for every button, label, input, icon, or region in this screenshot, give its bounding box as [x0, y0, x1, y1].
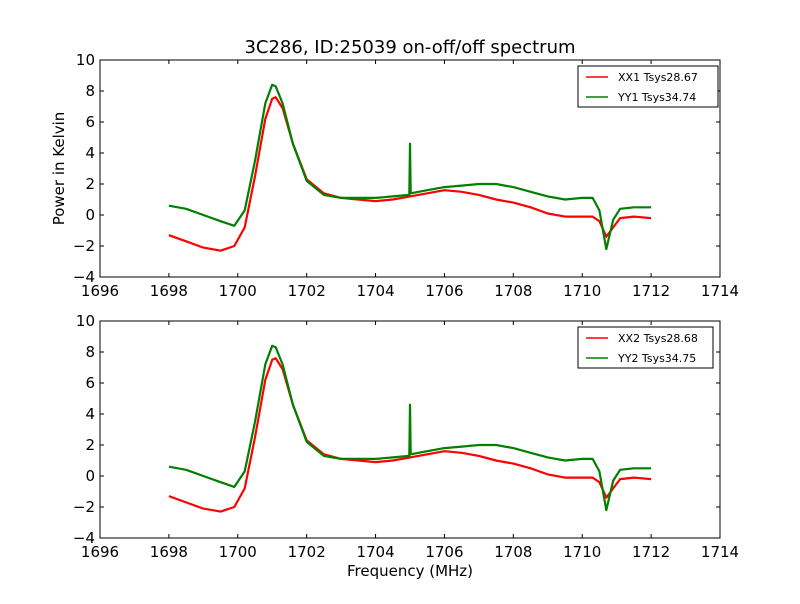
legend-box — [577, 326, 714, 369]
y-tick-label: 0 — [85, 206, 95, 224]
y-tick-label: 6 — [85, 374, 95, 392]
x-tick-label: 1700 — [219, 543, 257, 561]
x-tick-label: 1700 — [219, 282, 257, 300]
x-tick-label: 1708 — [494, 543, 532, 561]
y-tick-label: 10 — [76, 312, 95, 330]
y-axis-label: Power in Kelvin — [50, 112, 68, 226]
y-tick-label: 0 — [85, 467, 95, 485]
x-tick-label: 1712 — [632, 282, 670, 300]
x-tick-label: 1696 — [81, 543, 119, 561]
series-line-yy-2 — [168, 344, 652, 512]
x-tick-label: 1714 — [701, 543, 739, 561]
x-tick-label: 1710 — [563, 282, 601, 300]
axes-frame — [99, 59, 721, 278]
x-tick-label: 1698 — [150, 282, 188, 300]
series-line-xx-2 — [168, 357, 652, 513]
y-tick-label: 8 — [85, 82, 95, 100]
x-tick-label: 1704 — [356, 282, 394, 300]
x-tick-label: 1702 — [288, 543, 326, 561]
x-tick-label: 1706 — [425, 282, 463, 300]
axes-frame — [99, 320, 721, 539]
y-tick-label: −4 — [73, 268, 95, 286]
y-tick-label: −2 — [73, 237, 95, 255]
y-tick-label: −4 — [73, 529, 95, 547]
legend-label-xx: XX2 Tsys28.68 — [618, 332, 698, 345]
top-panel: 1696 1698 1700 1702 1704 1706 1708 1710 1712 1714… — [50, 51, 739, 300]
x-tick-label: 1696 — [81, 282, 119, 300]
x-tick-label: 1698 — [150, 543, 188, 561]
legend-label-yy: YY2 Tsys34.75 — [617, 352, 696, 365]
y-tick-label: 2 — [85, 436, 95, 454]
series-line-yy-1 — [168, 83, 652, 251]
y-tick-label: −2 — [73, 498, 95, 516]
legend: XX2 Tsys28.68 YY2 Tsys34.75 — [577, 326, 714, 369]
x-tick-label: 1714 — [701, 282, 739, 300]
y-tick-label: 10 — [76, 51, 95, 69]
chart-title: 3C286, ID:25039 on-off/off spectrum — [244, 37, 575, 58]
legend-label-yy: YY1 Tsys34.74 — [617, 91, 696, 104]
x-tick-label: 1710 — [563, 543, 601, 561]
y-tick-label: 2 — [85, 175, 95, 193]
legend-box — [577, 65, 719, 108]
x-tick-label: 1706 — [425, 543, 463, 561]
series-line-xx-1 — [168, 96, 652, 252]
x-tick-label: 1702 — [288, 282, 326, 300]
y-tick-label: 6 — [85, 113, 95, 131]
legend: XX1 Tsys28.67 YY1 Tsys34.74 — [577, 65, 719, 108]
x-tick-label: 1708 — [494, 282, 532, 300]
bottom-panel: 1696 1698 1700 1702 1704 1706 1708 1710 1712 1714… — [73, 312, 739, 580]
y-tick-label: 8 — [85, 343, 95, 361]
x-axis-label: Frequency (MHz) — [347, 562, 473, 580]
y-tick-label: 4 — [85, 405, 95, 423]
legend-label-xx: XX1 Tsys28.67 — [618, 71, 698, 84]
x-tick-label: 1704 — [356, 543, 394, 561]
y-tick-label: 4 — [85, 144, 95, 162]
x-tick-label: 1712 — [632, 543, 670, 561]
